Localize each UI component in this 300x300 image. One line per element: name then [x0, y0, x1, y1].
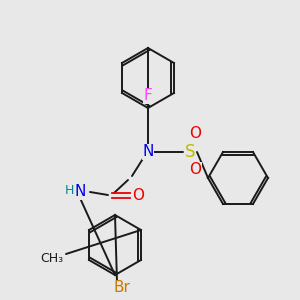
- Text: Br: Br: [114, 280, 130, 296]
- Text: H: H: [64, 184, 74, 197]
- Text: O: O: [132, 188, 144, 202]
- Text: CH₃: CH₃: [40, 251, 64, 265]
- Text: F: F: [144, 88, 152, 104]
- Text: N: N: [142, 145, 154, 160]
- Text: O: O: [189, 127, 201, 142]
- Text: S: S: [185, 143, 195, 161]
- Text: O: O: [189, 163, 201, 178]
- Text: N: N: [74, 184, 86, 200]
